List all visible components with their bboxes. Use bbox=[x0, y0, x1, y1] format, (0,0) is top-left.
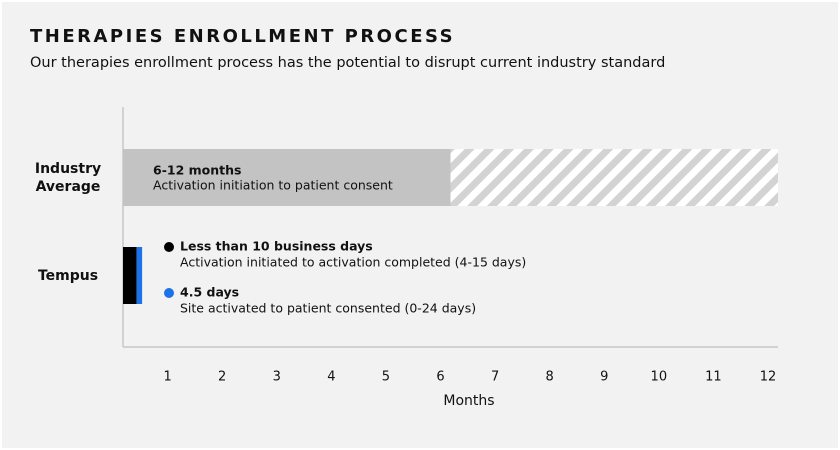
x-tick-label: 8 bbox=[546, 370, 554, 385]
x-tick-label: 11 bbox=[705, 370, 722, 385]
x-tick-label: 4 bbox=[327, 370, 335, 385]
x-axis-label: Months bbox=[443, 393, 494, 409]
x-tick-label: 10 bbox=[651, 370, 668, 385]
category-label: Industry Average bbox=[34, 160, 102, 195]
x-tick-label: 1 bbox=[163, 370, 171, 385]
category-label: Tempus bbox=[37, 267, 99, 284]
bar-segment bbox=[123, 247, 137, 304]
bar-segment bbox=[136, 247, 143, 304]
legend-marker bbox=[164, 288, 174, 298]
bar-segment bbox=[123, 149, 451, 206]
bar-label: 4.5 days bbox=[180, 285, 239, 300]
x-tick-label: 6 bbox=[436, 370, 444, 385]
legend-marker bbox=[164, 242, 174, 252]
x-tick-label: 3 bbox=[273, 370, 281, 385]
bar-note: Activation initiated to activation compl… bbox=[180, 255, 526, 270]
bar-note: Site activated to patient consented (0-2… bbox=[180, 301, 476, 316]
bar-note: Activation initiation to patient consent bbox=[153, 178, 393, 193]
x-tick-label: 12 bbox=[760, 370, 777, 385]
chart-title: THERAPIES ENROLLMENT PROCESS bbox=[30, 26, 455, 47]
x-tick-label: 9 bbox=[600, 370, 608, 385]
bar-label: Less than 10 business days bbox=[180, 239, 373, 254]
x-tick-label: 5 bbox=[382, 370, 390, 385]
x-tick-label: 2 bbox=[218, 370, 226, 385]
x-tick-label: 7 bbox=[491, 370, 499, 385]
bar-segment bbox=[450, 149, 778, 206]
chart-subtitle: Our therapies enrollment process has the… bbox=[30, 55, 665, 71]
bar-label: 6-12 months bbox=[153, 163, 241, 178]
